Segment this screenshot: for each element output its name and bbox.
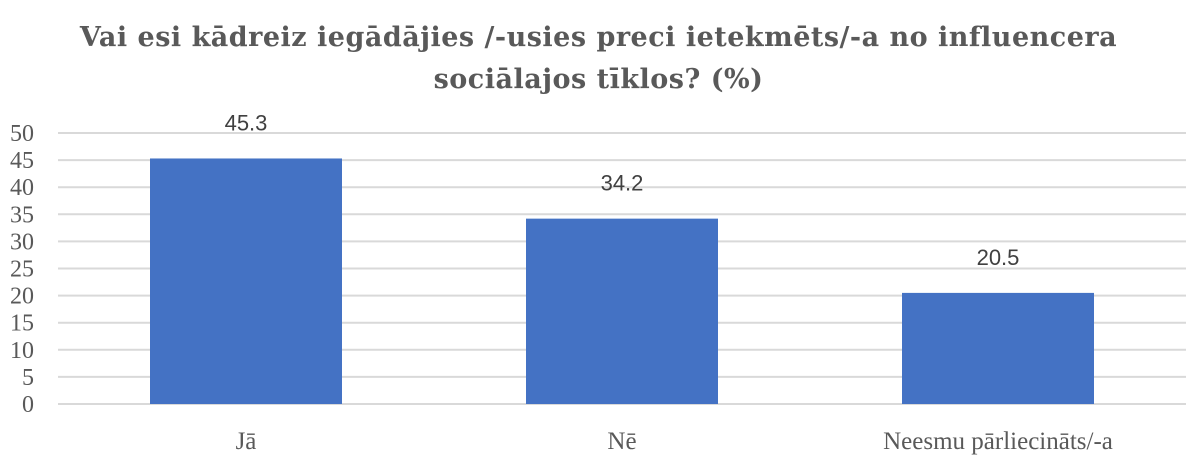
y-tick-label: 5 <box>22 365 34 391</box>
data-label: 45.3 <box>225 110 268 135</box>
category-label: Nē <box>607 428 636 455</box>
bar <box>150 158 342 404</box>
y-tick-label: 20 <box>10 284 34 310</box>
x-axis-categories: Jā Nē Neesmu pārliecināts/-a <box>236 428 1113 455</box>
bars <box>150 158 1094 404</box>
y-tick-label: 30 <box>10 229 34 255</box>
data-label: 34.2 <box>601 171 644 196</box>
bar <box>526 218 718 404</box>
y-tick-label: 10 <box>10 338 34 364</box>
category-label: Neesmu pārliecināts/-a <box>883 428 1113 455</box>
y-tick-label: 25 <box>10 257 34 283</box>
y-tick-label: 15 <box>10 311 34 337</box>
y-tick-label: 45 <box>10 148 34 174</box>
data-labels: 45.3 34.2 20.5 <box>225 110 1020 269</box>
chart-title-line-2: sociālajos tīklos? (%) <box>433 64 764 95</box>
data-label: 20.5 <box>977 245 1020 270</box>
y-tick-label: 35 <box>10 202 34 228</box>
y-tick-label: 40 <box>10 175 34 201</box>
y-tick-label: 50 <box>10 121 34 147</box>
bar <box>902 292 1094 404</box>
y-tick-label: 0 <box>22 392 34 418</box>
category-label: Jā <box>236 428 257 455</box>
chart-title-line-1: Vai esi kādreiz iegādājies /-usies preci… <box>79 22 1118 53</box>
